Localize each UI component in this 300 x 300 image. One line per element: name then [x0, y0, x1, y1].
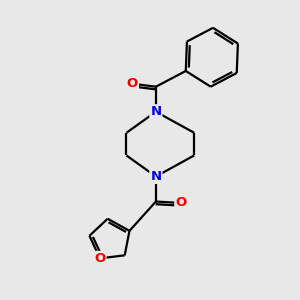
- Text: N: N: [150, 105, 161, 118]
- Text: O: O: [94, 252, 106, 265]
- Text: N: N: [150, 170, 161, 183]
- Text: O: O: [175, 196, 187, 209]
- Text: O: O: [127, 77, 138, 90]
